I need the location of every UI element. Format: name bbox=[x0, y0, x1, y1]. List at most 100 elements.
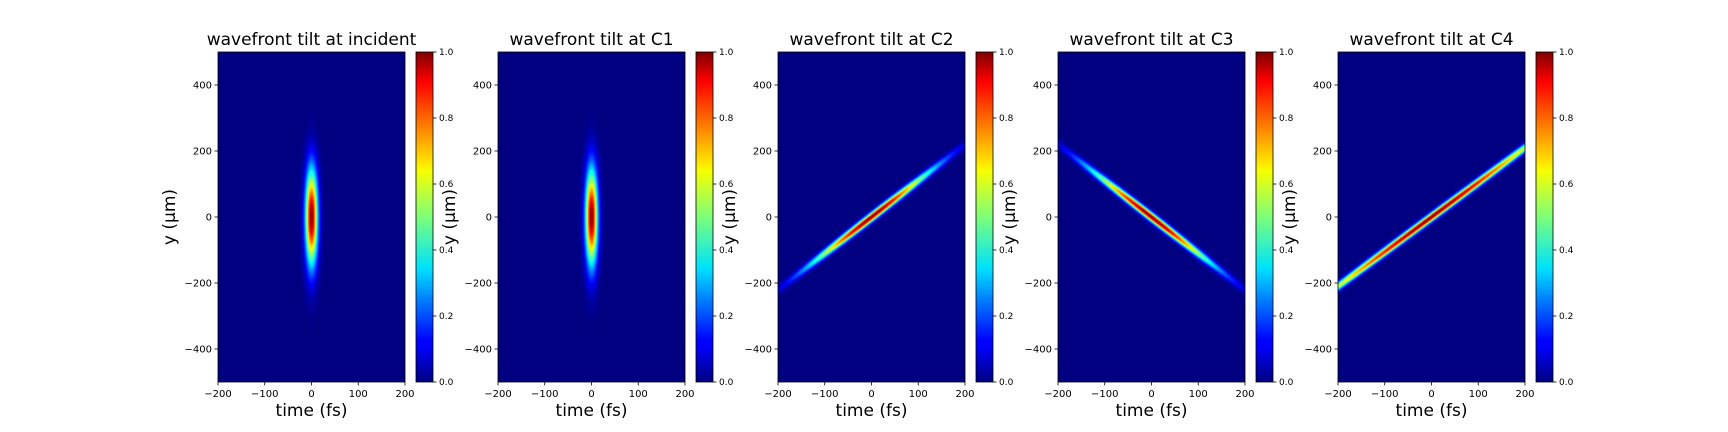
colorbar: 0.0 0.2 0.4 0.6 0.8 1.0 bbox=[1255, 48, 1294, 388]
y-tick-label: 200 bbox=[1033, 147, 1052, 158]
x-tick-label: 200 bbox=[1515, 389, 1534, 400]
x-tick-label: 0 bbox=[588, 389, 594, 400]
x-tick-label: 100 bbox=[349, 389, 368, 400]
y-tick-label: −400 bbox=[745, 345, 772, 356]
colorbar-tick-label: 1.0 bbox=[719, 48, 734, 58]
heatmap-image bbox=[218, 52, 405, 382]
x-tick-label: −100 bbox=[1371, 389, 1398, 400]
y-tick-label: −400 bbox=[465, 345, 492, 356]
x-tick-label: 0 bbox=[308, 389, 314, 400]
x-tick-label: 100 bbox=[909, 389, 928, 400]
y-axis-label: y (μm) bbox=[160, 189, 180, 245]
y-tick-label: 400 bbox=[193, 81, 212, 92]
colorbar-tick-label: 0.6 bbox=[439, 180, 454, 190]
y-tick-label: 200 bbox=[753, 147, 772, 158]
panel-title: wavefront tilt at C1 bbox=[509, 30, 673, 50]
colorbar-tick-label: 0.6 bbox=[999, 180, 1014, 190]
y-tick-label: −200 bbox=[465, 279, 492, 290]
x-tick-label: 0 bbox=[1148, 389, 1154, 400]
x-tick-label: −100 bbox=[531, 389, 558, 400]
x-axis-label: time (fs) bbox=[276, 401, 348, 421]
x-tick-label: 100 bbox=[1469, 389, 1488, 400]
colorbar-tick-label: 0.4 bbox=[439, 246, 454, 256]
x-tick-label: 100 bbox=[1189, 389, 1208, 400]
x-tick-label: −200 bbox=[1044, 389, 1071, 400]
x-tick-label: −200 bbox=[484, 389, 511, 400]
x-axis-label: time (fs) bbox=[836, 401, 908, 421]
heatmap-image bbox=[778, 52, 965, 382]
x-axis-label: time (fs) bbox=[1396, 401, 1468, 421]
colorbar-tick-label: 1.0 bbox=[1279, 48, 1294, 58]
x-tick-label: −100 bbox=[811, 389, 838, 400]
heatmap-panel-2: wavefront tilt at C1 −200 −100 0 100 200 −400 −… bbox=[440, 30, 734, 421]
colorbar-gradient bbox=[1255, 51, 1274, 383]
colorbar-tick-label: 0.6 bbox=[1279, 180, 1294, 190]
x-tick-label: 0 bbox=[868, 389, 874, 400]
colorbar-tick-label: 1.0 bbox=[439, 48, 454, 58]
y-axis-label: y (μm) bbox=[1280, 189, 1300, 245]
colorbar-tick-label: 0.0 bbox=[439, 378, 454, 388]
panel-title: wavefront tilt at C2 bbox=[789, 30, 953, 50]
colorbar-tick-label: 0.4 bbox=[1279, 246, 1294, 256]
y-tick-label: 200 bbox=[193, 147, 212, 158]
y-tick-label: 400 bbox=[1033, 81, 1052, 92]
colorbar-tick-label: 0.2 bbox=[1279, 312, 1293, 322]
y-tick-label: 200 bbox=[473, 147, 492, 158]
x-tick-label: −200 bbox=[764, 389, 791, 400]
y-axis-label: y (μm) bbox=[440, 189, 460, 245]
y-axis-label: y (μm) bbox=[720, 189, 740, 245]
heatmap-image bbox=[1058, 52, 1245, 382]
colorbar-tick-label: 0.8 bbox=[719, 114, 734, 124]
heatmap-panel-4: wavefront tilt at C3 −200 −100 0 100 200 −400 −… bbox=[1000, 30, 1294, 421]
colorbar-tick-label: 0.2 bbox=[999, 312, 1013, 322]
colorbar-tick-label: 0.6 bbox=[1559, 180, 1574, 190]
x-tick-label: 200 bbox=[395, 389, 414, 400]
colorbar-tick-label: 0.8 bbox=[999, 114, 1014, 124]
colorbar: 0.0 0.2 0.4 0.6 0.8 1.0 bbox=[695, 48, 734, 388]
x-tick-label: 100 bbox=[629, 389, 648, 400]
colorbar-tick-label: 0.8 bbox=[1559, 114, 1574, 124]
x-tick-label: 200 bbox=[675, 389, 694, 400]
colorbar-gradient bbox=[975, 51, 994, 383]
y-tick-label: −200 bbox=[185, 279, 212, 290]
y-tick-label: −400 bbox=[1025, 345, 1052, 356]
colorbar-gradient bbox=[415, 51, 434, 383]
colorbar-tick-label: 0.0 bbox=[1279, 378, 1294, 388]
colorbar-tick-label: 0.2 bbox=[439, 312, 453, 322]
x-tick-label: −100 bbox=[251, 389, 278, 400]
colorbar: 0.0 0.2 0.4 0.6 0.8 1.0 bbox=[975, 48, 1014, 388]
colorbar-tick-label: 0.6 bbox=[719, 180, 734, 190]
colorbar-tick-label: 0.2 bbox=[1559, 312, 1573, 322]
y-tick-label: 0 bbox=[1326, 213, 1332, 224]
colorbar-tick-label: 1.0 bbox=[1559, 48, 1574, 58]
heatmap-panel-1: wavefront tilt at incident −200 −100 0 100 20… bbox=[160, 30, 454, 421]
y-tick-label: 0 bbox=[206, 213, 212, 224]
colorbar: 0.0 0.2 0.4 0.6 0.8 1.0 bbox=[1535, 48, 1574, 388]
colorbar-tick-label: 1.0 bbox=[999, 48, 1014, 58]
y-tick-label: −200 bbox=[1025, 279, 1052, 290]
colorbar-gradient bbox=[695, 51, 714, 383]
colorbar-tick-label: 0.8 bbox=[439, 114, 454, 124]
y-tick-label: −400 bbox=[1305, 345, 1332, 356]
panel-title: wavefront tilt at incident bbox=[207, 30, 417, 50]
colorbar-tick-label: 0.0 bbox=[719, 378, 734, 388]
heatmap-panel-5: wavefront tilt at C4 −200 −100 0 100 200 −400 −… bbox=[1280, 30, 1574, 421]
colorbar-tick-label: 0.2 bbox=[719, 312, 733, 322]
y-tick-label: −400 bbox=[185, 345, 212, 356]
colorbar-gradient bbox=[1535, 51, 1554, 383]
colorbar: 0.0 0.2 0.4 0.6 0.8 1.0 bbox=[415, 48, 454, 388]
heatmap-image bbox=[498, 52, 685, 382]
x-tick-label: 200 bbox=[1235, 389, 1254, 400]
y-tick-label: 400 bbox=[473, 81, 492, 92]
heatmap-panel-3: wavefront tilt at C2 −200 −100 0 100 200 −400 −… bbox=[720, 30, 1014, 421]
colorbar-tick-label: 0.4 bbox=[999, 246, 1014, 256]
x-axis-label: time (fs) bbox=[556, 401, 628, 421]
y-tick-label: −200 bbox=[1305, 279, 1332, 290]
y-tick-label: 0 bbox=[766, 213, 772, 224]
heatmap-image bbox=[1338, 52, 1525, 382]
y-tick-label: 0 bbox=[1046, 213, 1052, 224]
colorbar-tick-label: 0.4 bbox=[719, 246, 734, 256]
x-tick-label: −100 bbox=[1091, 389, 1118, 400]
y-tick-label: 0 bbox=[486, 213, 492, 224]
